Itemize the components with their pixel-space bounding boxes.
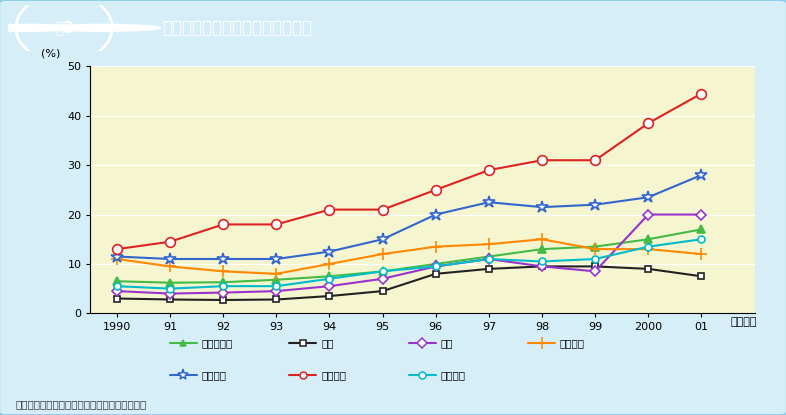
Text: 鉄銅: 鉄銅 <box>440 338 453 348</box>
Text: (%): (%) <box>41 49 60 59</box>
Text: 精密機械: 精密機械 <box>440 370 465 380</box>
Text: （資料）経済産業省「海外事業活動基本調査」: （資料）経済産業省「海外事業活動基本調査」 <box>16 399 147 409</box>
Text: 製造業全体: 製造業全体 <box>201 338 233 348</box>
Text: 繊維: 繊維 <box>321 338 333 348</box>
Text: 日本の業種別海外生産比率の推移: 日本の業種別海外生産比率の推移 <box>162 19 312 37</box>
Circle shape <box>0 24 83 31</box>
Text: 輸送機械: 輸送機械 <box>321 370 346 380</box>
Text: （年度）: （年度） <box>730 317 757 327</box>
Text: 電気機械: 電気機械 <box>201 370 226 380</box>
Text: 一般機械: 一般機械 <box>560 338 585 348</box>
Text: 嘦3: 嘦3 <box>54 20 74 35</box>
Circle shape <box>45 24 160 31</box>
